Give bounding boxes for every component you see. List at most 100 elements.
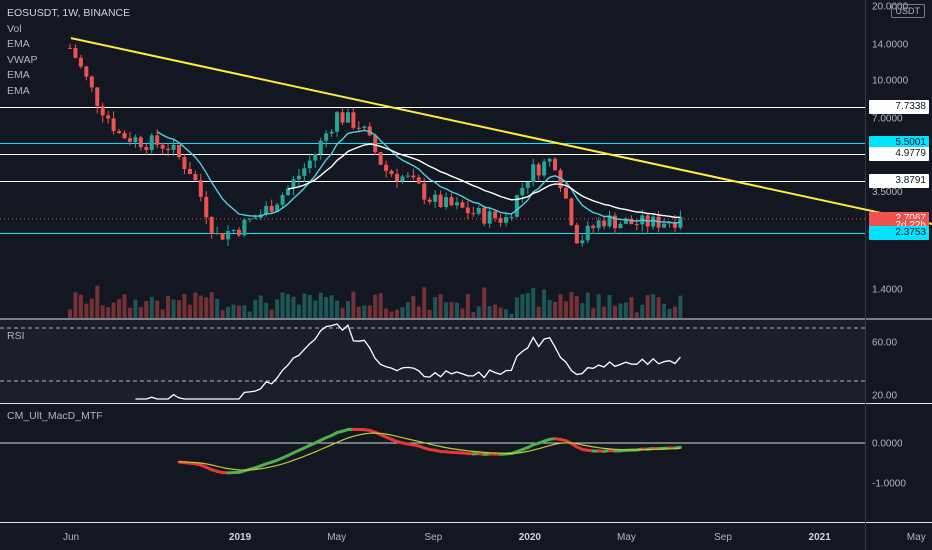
time-axis-label: Sep	[424, 532, 442, 543]
macd-tick-label: -1.0000	[872, 479, 906, 490]
volume-bar	[302, 293, 307, 318]
candle-body	[340, 112, 345, 123]
candle-body	[335, 112, 340, 132]
candle-body	[580, 240, 585, 244]
indicator-ema-3[interactable]: EMA	[7, 84, 30, 97]
volume-bar	[296, 304, 301, 318]
currency-badge[interactable]: USDT	[890, 4, 925, 18]
candle-body	[602, 220, 607, 227]
candle-body	[117, 131, 122, 133]
candle-body	[286, 188, 290, 196]
candle-body	[542, 161, 547, 176]
candle-body	[547, 158, 552, 162]
candle-body	[460, 202, 465, 208]
candle-body	[242, 219, 247, 236]
candle-body	[345, 112, 350, 123]
candle-body	[536, 164, 541, 176]
volume-bar	[449, 302, 454, 318]
volume-bar	[187, 304, 192, 318]
candle-body	[498, 218, 503, 223]
volume-bar	[264, 302, 269, 318]
price-tag: 3.8791	[869, 173, 929, 188]
candle-body	[187, 168, 192, 175]
candle-body	[291, 179, 296, 189]
volume-bar	[498, 307, 503, 318]
symbol-title[interactable]: EOSUSDT, 1W, BINANCE	[7, 7, 131, 19]
rsi-tick-label: 60.00	[872, 338, 897, 349]
volume-bar	[160, 309, 165, 318]
volume-bar	[667, 308, 672, 318]
volume-bar	[351, 291, 356, 318]
candle-body	[591, 225, 596, 228]
candle-body	[302, 168, 307, 176]
candle-body	[122, 132, 127, 139]
macd-tick-label: 0.0000	[872, 439, 903, 450]
candle-body	[569, 198, 574, 226]
volume-bar	[509, 313, 514, 318]
candle-body	[585, 225, 590, 241]
candle-body	[629, 219, 634, 225]
price-tag: 2.3753	[869, 225, 929, 240]
candle-body	[356, 127, 361, 129]
macd-signal-line	[178, 432, 681, 471]
volume-bar	[460, 308, 465, 318]
volume-bar	[356, 306, 361, 318]
price-tag: 5.5001	[869, 136, 929, 151]
candle-body	[253, 217, 258, 219]
volume-bar	[553, 301, 558, 318]
candle-body	[68, 47, 72, 49]
volume-bar	[345, 301, 350, 318]
volume-bar	[236, 305, 241, 318]
volume-bar	[144, 300, 149, 318]
rsi-pane-label[interactable]: RSI	[7, 330, 25, 342]
candle-body	[618, 223, 623, 229]
price-tick-label: 10.0000	[872, 75, 909, 86]
candle-body	[177, 144, 181, 158]
candle-body	[215, 233, 220, 235]
indicator-vwap[interactable]: VWAP	[7, 53, 38, 66]
ema-fast-line	[156, 129, 681, 224]
candle-body	[400, 176, 405, 182]
candle-body	[623, 219, 628, 224]
volume-bar	[422, 287, 427, 318]
indicator-ema-2[interactable]: EMA	[7, 69, 30, 81]
volume-bar	[182, 293, 187, 318]
candle-body	[100, 105, 105, 116]
volume-bar	[340, 307, 345, 318]
candle-body	[247, 218, 252, 220]
candle-body	[264, 205, 269, 215]
indicator-ema-1[interactable]: EMA	[7, 38, 30, 50]
candle-body	[553, 158, 558, 171]
candle-body	[95, 87, 100, 106]
volume-bar	[117, 299, 122, 318]
time-axis-label: May	[907, 532, 926, 543]
volume-bar	[133, 299, 138, 318]
candle-body	[149, 135, 154, 150]
candle-body	[514, 195, 519, 217]
candle-body	[329, 131, 334, 134]
candle-body	[563, 188, 568, 199]
macd-pane-label[interactable]: CM_Ult_MacD_MTF	[7, 410, 103, 422]
volume-bar	[520, 294, 525, 318]
volume-bar	[127, 307, 132, 318]
candle-body	[482, 207, 487, 224]
volume-bar	[574, 296, 579, 318]
volume-bar	[438, 294, 443, 318]
volume-bar	[482, 287, 487, 318]
volume-bar	[400, 307, 405, 318]
candle-body	[395, 174, 399, 182]
volume-bar	[204, 297, 209, 318]
candle-body	[127, 138, 132, 142]
candle-body	[275, 204, 280, 212]
volume-bar	[531, 287, 536, 318]
price-tag: 4.9779	[869, 147, 929, 162]
candle-body	[193, 174, 198, 181]
indicator-vol[interactable]: Vol	[7, 22, 22, 35]
candle-body	[427, 199, 432, 202]
volume-bar	[106, 307, 111, 318]
volume-bar	[324, 297, 329, 318]
candle-body	[558, 170, 563, 189]
volume-bar	[656, 297, 661, 318]
time-axis-label: Sep	[714, 532, 732, 543]
